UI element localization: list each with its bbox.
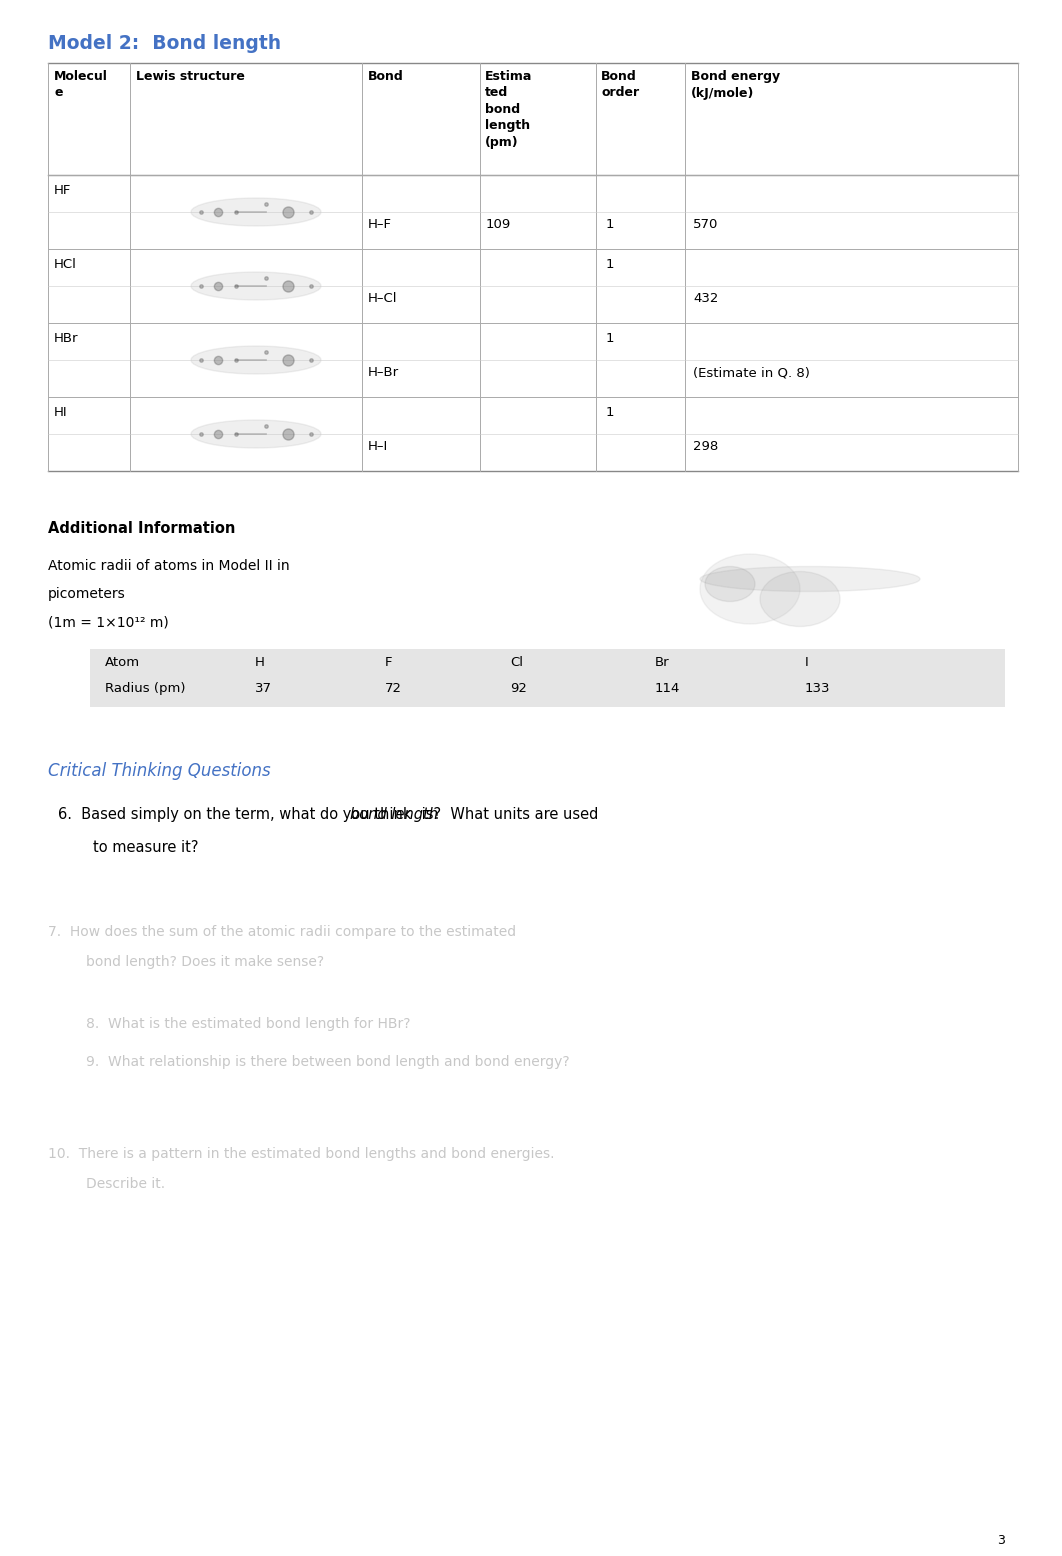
Text: Br: Br bbox=[655, 657, 670, 669]
Text: 114: 114 bbox=[655, 682, 681, 696]
Text: Additional Information: Additional Information bbox=[48, 521, 236, 535]
Text: is?  What units are used: is? What units are used bbox=[417, 808, 599, 822]
Text: Molecul
e: Molecul e bbox=[54, 70, 108, 100]
Text: 72: 72 bbox=[386, 682, 402, 696]
Text: Estima
ted
bond
length
(pm): Estima ted bond length (pm) bbox=[485, 70, 532, 149]
Ellipse shape bbox=[700, 566, 920, 591]
Text: Bond
order: Bond order bbox=[601, 70, 639, 100]
Ellipse shape bbox=[191, 345, 321, 373]
Text: H–F: H–F bbox=[369, 218, 392, 230]
Ellipse shape bbox=[700, 554, 800, 624]
Text: 10.  There is a pattern in the estimated bond lengths and bond energies.: 10. There is a pattern in the estimated … bbox=[48, 1147, 554, 1161]
Text: Bond: Bond bbox=[369, 70, 404, 82]
Text: 1: 1 bbox=[606, 406, 615, 419]
Text: Atomic radii of atoms in Model II in: Atomic radii of atoms in Model II in bbox=[48, 559, 290, 573]
Text: H–I: H–I bbox=[369, 440, 389, 453]
Text: 7.  How does the sum of the atomic radii compare to the estimated: 7. How does the sum of the atomic radii … bbox=[48, 924, 516, 938]
Text: 8.  What is the estimated bond length for HBr?: 8. What is the estimated bond length for… bbox=[86, 1018, 411, 1032]
Text: 1: 1 bbox=[606, 218, 615, 230]
Text: 37: 37 bbox=[255, 682, 272, 696]
Text: to measure it?: to measure it? bbox=[93, 840, 199, 854]
Text: 109: 109 bbox=[486, 218, 511, 230]
Bar bbox=[90, 649, 1005, 706]
Text: Cl: Cl bbox=[510, 657, 523, 669]
Text: bond length? Does it make sense?: bond length? Does it make sense? bbox=[86, 955, 324, 969]
Text: (Estimate in Q. 8): (Estimate in Q. 8) bbox=[693, 366, 810, 380]
Text: 1: 1 bbox=[606, 258, 615, 271]
Text: Describe it.: Describe it. bbox=[86, 1176, 165, 1190]
Text: I: I bbox=[805, 657, 809, 669]
Text: F: F bbox=[386, 657, 393, 669]
Ellipse shape bbox=[705, 566, 755, 602]
Text: Radius (pm): Radius (pm) bbox=[105, 682, 186, 696]
Text: picometers: picometers bbox=[48, 587, 125, 601]
Text: Model 2:  Bond length: Model 2: Bond length bbox=[48, 34, 281, 53]
Text: HCl: HCl bbox=[54, 258, 76, 271]
Text: 92: 92 bbox=[510, 682, 527, 696]
Ellipse shape bbox=[760, 571, 840, 627]
Ellipse shape bbox=[191, 272, 321, 300]
Text: Atom: Atom bbox=[105, 657, 140, 669]
Text: H: H bbox=[255, 657, 264, 669]
Text: Bond energy
(kJ/mole): Bond energy (kJ/mole) bbox=[691, 70, 781, 100]
Text: H–Cl: H–Cl bbox=[369, 293, 397, 305]
Text: HBr: HBr bbox=[54, 331, 79, 345]
Text: bond length: bond length bbox=[350, 808, 439, 822]
Text: Lewis structure: Lewis structure bbox=[136, 70, 245, 82]
Text: 9.  What relationship is there between bond length and bond energy?: 9. What relationship is there between bo… bbox=[86, 1055, 569, 1069]
Text: 432: 432 bbox=[693, 293, 718, 305]
Text: H–Br: H–Br bbox=[369, 366, 399, 380]
Text: 3: 3 bbox=[997, 1534, 1005, 1547]
Text: 133: 133 bbox=[805, 682, 830, 696]
Text: 1: 1 bbox=[606, 331, 615, 345]
Text: 570: 570 bbox=[693, 218, 718, 230]
Ellipse shape bbox=[191, 198, 321, 226]
Text: 298: 298 bbox=[693, 440, 718, 453]
Text: (1m = 1×10¹² m): (1m = 1×10¹² m) bbox=[48, 615, 169, 629]
Text: HF: HF bbox=[54, 184, 71, 198]
Text: HI: HI bbox=[54, 406, 68, 419]
Text: 6.  Based simply on the term, what do you think: 6. Based simply on the term, what do you… bbox=[58, 808, 416, 822]
Text: Critical Thinking Questions: Critical Thinking Questions bbox=[48, 762, 271, 780]
Ellipse shape bbox=[191, 420, 321, 448]
